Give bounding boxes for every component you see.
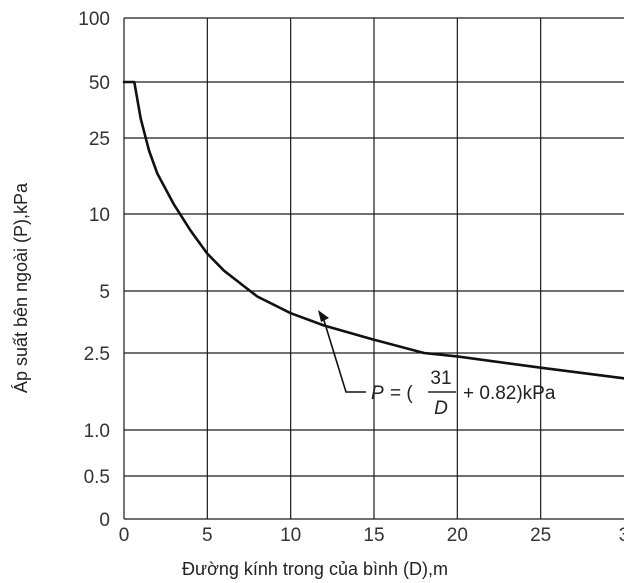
x-tick-label: 5 (202, 525, 213, 546)
y-tick-label: 1.0 (84, 421, 110, 442)
x-axis-title: Đường kính trong của bình (D),m (182, 559, 448, 579)
y-tick-label: 50 (89, 73, 110, 94)
series-group (122, 80, 624, 380)
y-tick-label: 100 (78, 9, 110, 30)
y-tick-label: 25 (89, 129, 110, 150)
annotation-p: P (371, 383, 384, 404)
y-tick-label: 0.5 (84, 467, 110, 488)
annotation-tail: + 0.82)kPa (463, 383, 556, 404)
annotation-leader-line (321, 313, 366, 393)
x-tick-label: 25 (530, 525, 551, 546)
annotation-numerator: 31 (430, 368, 451, 389)
series-line (122, 80, 624, 380)
grid (123, 17, 624, 520)
y-tick-label: 5 (99, 282, 110, 303)
annotation-denominator: D (434, 398, 448, 419)
y-axis-title: Áp suất bên ngoài (P),kPa (11, 182, 31, 393)
x-tick-labels: 0 5 10 15 20 25 3 (119, 525, 624, 546)
y-tick-label: 0 (99, 510, 110, 531)
x-tick-label: 3 (619, 525, 624, 546)
x-tick-label: 15 (363, 525, 384, 546)
y-tick-label: 10 (89, 205, 110, 226)
annotation-arrowhead (318, 310, 329, 322)
x-tick-label: 10 (280, 525, 301, 546)
x-tick-label: 0 (119, 525, 130, 546)
annotation-equals: = ( (390, 383, 413, 404)
y-tick-label: 2.5 (84, 344, 110, 365)
x-tick-label: 20 (447, 525, 468, 546)
y-tick-labels: 0 0.5 1.0 2.5 5 10 25 50 100 (78, 9, 110, 531)
